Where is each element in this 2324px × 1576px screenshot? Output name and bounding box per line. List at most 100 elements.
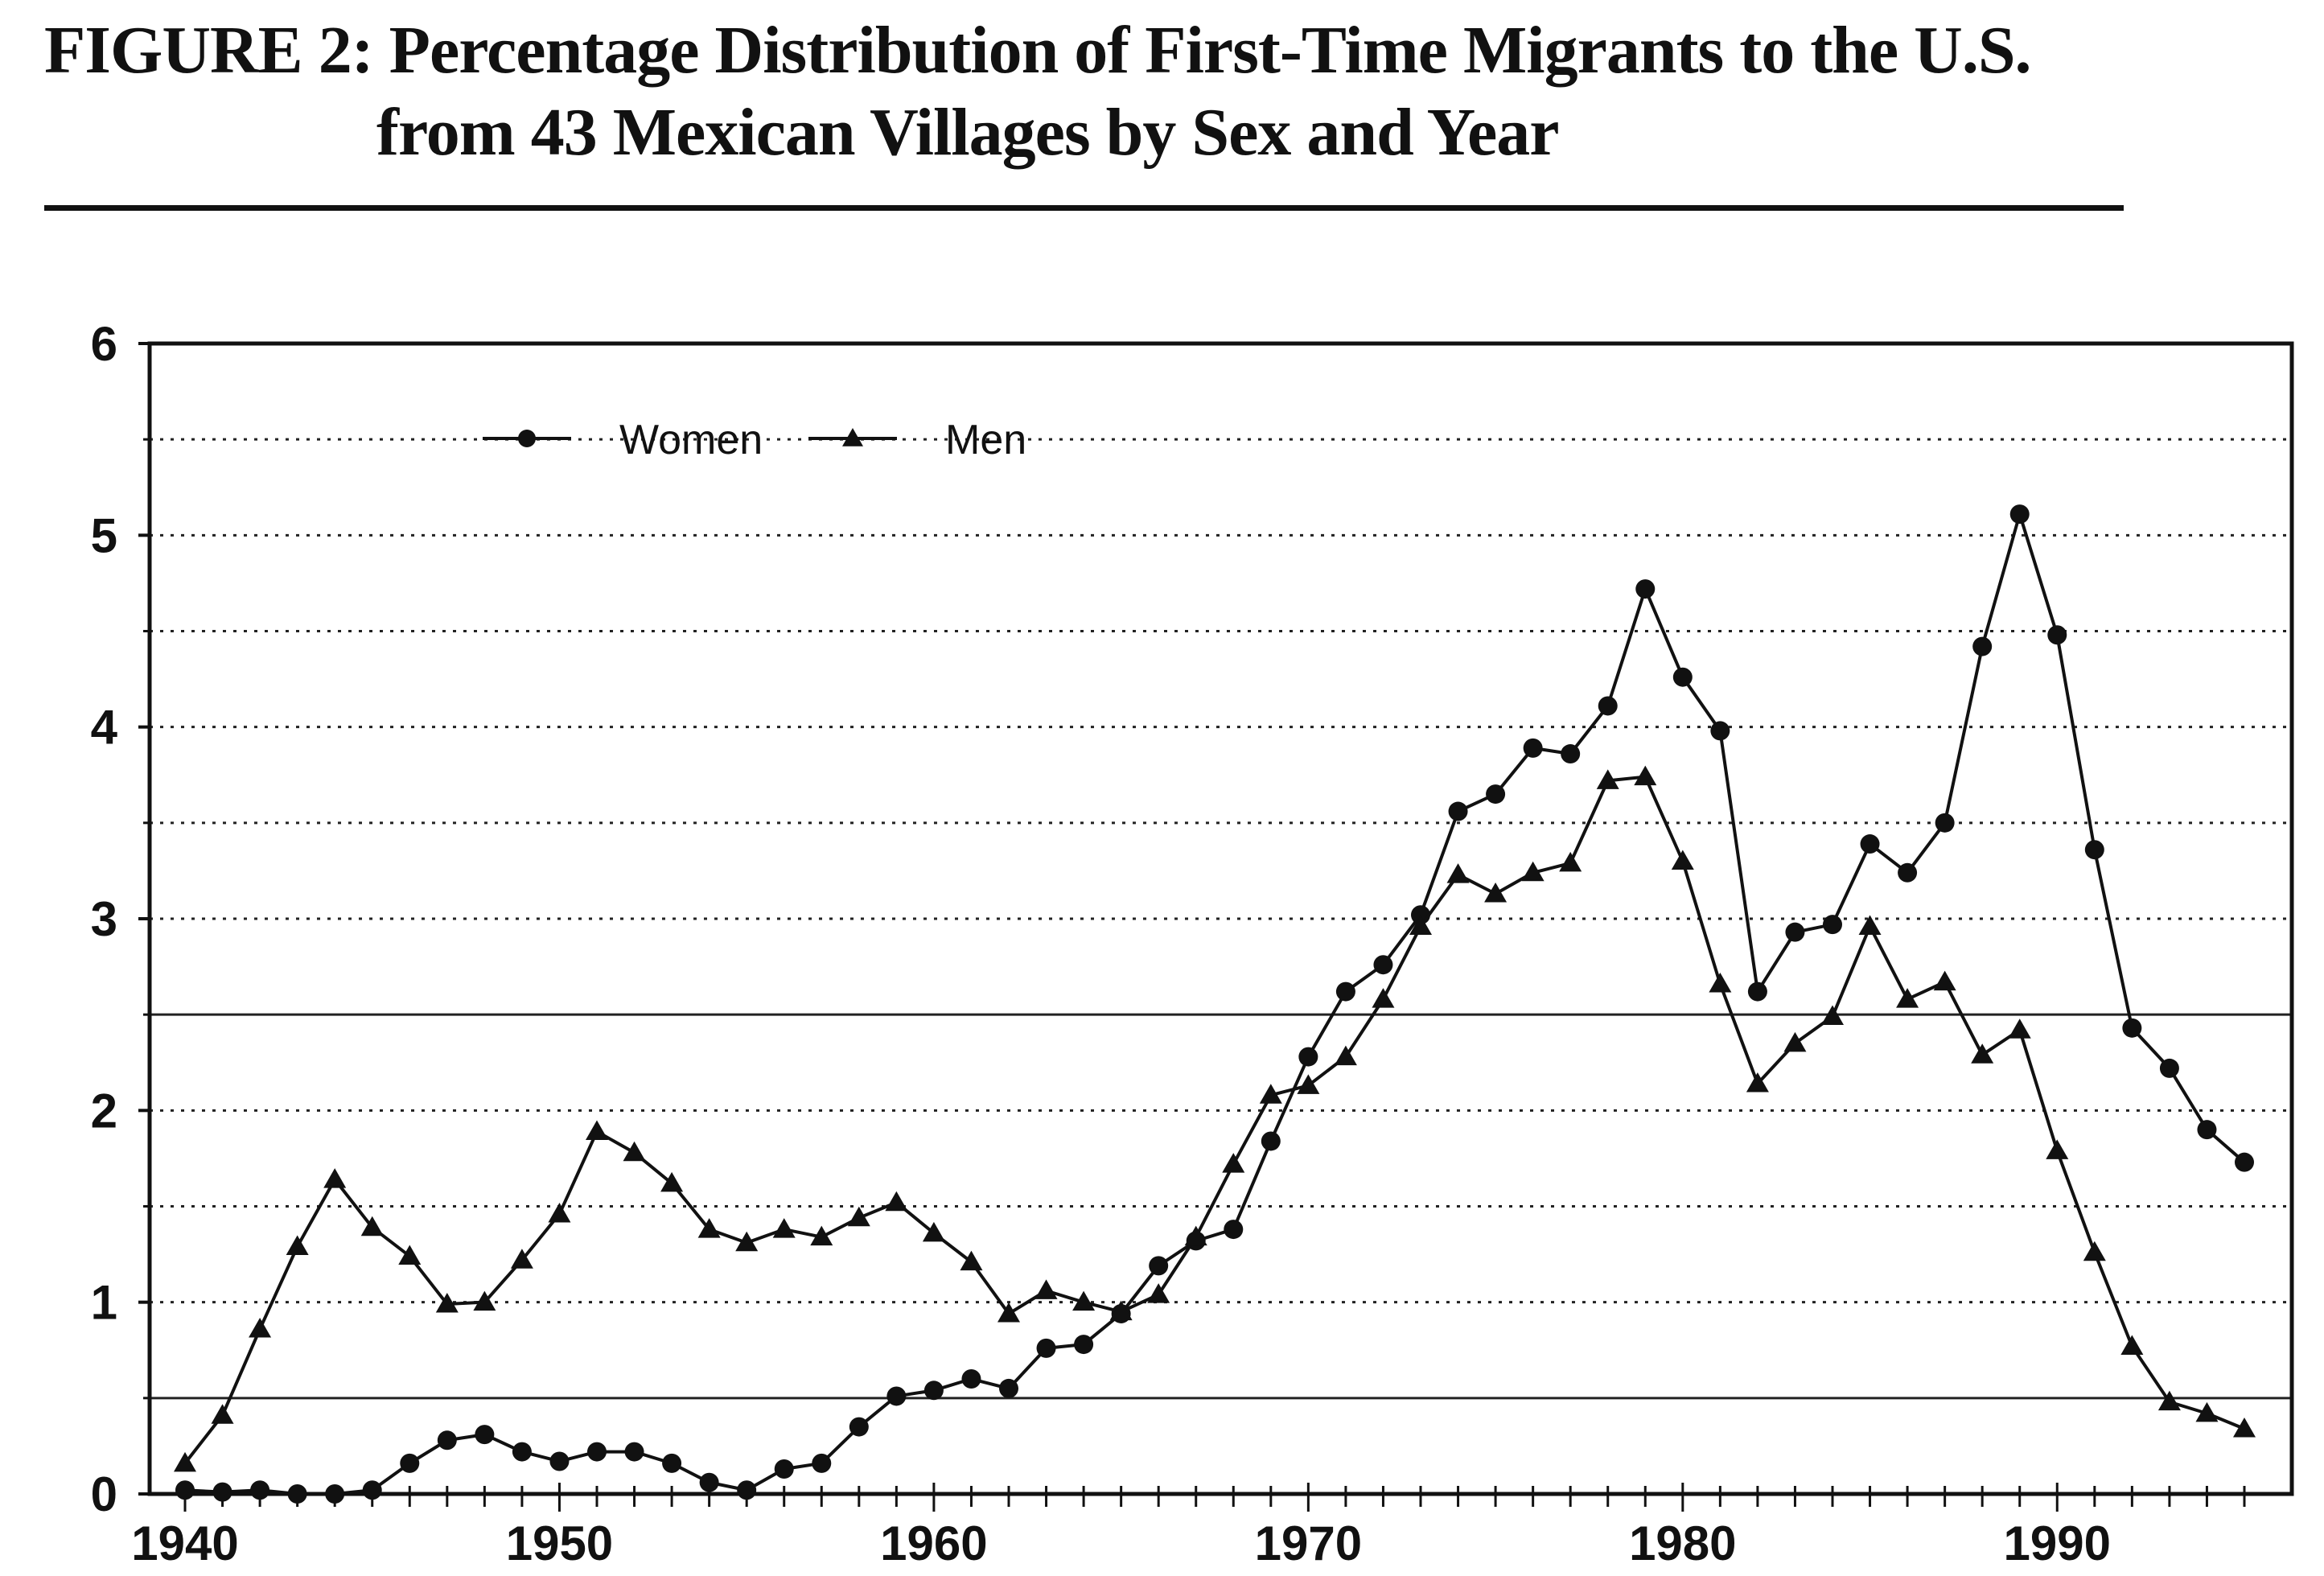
data-point-men <box>1184 1225 1207 1246</box>
data-point-men <box>2083 1241 2106 1261</box>
data-point-men <box>1596 769 1619 789</box>
data-point-women <box>1486 784 1506 804</box>
legend: Women Men <box>483 417 1026 463</box>
data-point-men <box>1933 970 1956 991</box>
data-point-men <box>697 1218 721 1238</box>
data-point-women <box>1373 955 1393 975</box>
data-point-men <box>1297 1074 1320 1094</box>
data-point-men <box>2233 1417 2256 1438</box>
data-point-women <box>774 1459 794 1479</box>
data-point-men <box>323 1168 347 1188</box>
data-point-women <box>400 1453 420 1473</box>
data-point-men <box>1372 988 1395 1008</box>
data-point-women <box>1785 922 1805 942</box>
data-point-men <box>810 1225 833 1246</box>
data-point-women <box>999 1378 1018 1398</box>
grid-lines <box>150 438 2292 1400</box>
data-point-men <box>1034 1279 1058 1299</box>
data-point-women <box>1598 696 1618 716</box>
y-tick-label: 0 <box>91 1467 117 1521</box>
data-point-women <box>1261 1131 1281 1151</box>
data-point-women <box>2009 504 2030 525</box>
data-point-men <box>997 1302 1020 1323</box>
data-point-women <box>1298 1047 1318 1067</box>
data-point-women <box>812 1453 832 1473</box>
data-point-men <box>1971 1043 1994 1064</box>
data-point-women <box>2235 1152 2254 1172</box>
y-tick-label: 6 <box>91 317 117 371</box>
series-line-men <box>183 775 2245 1465</box>
data-point-women <box>1972 636 1993 656</box>
data-point-women <box>1448 801 1468 821</box>
data-point-women <box>175 1480 195 1500</box>
data-point-women <box>923 1381 944 1401</box>
data-point-women <box>362 1480 382 1500</box>
chart-title: FIGURE 2: Percentage Distribution of Fir… <box>44 13 2032 88</box>
data-point-men <box>1559 851 1582 872</box>
data-point-women <box>961 1369 981 1389</box>
data-point-women <box>2047 625 2067 645</box>
data-point-men <box>2046 1139 2069 1159</box>
data-point-men <box>1709 973 1732 993</box>
data-point-men <box>1259 1084 1282 1104</box>
y-tick-label: 2 <box>91 1084 117 1138</box>
data-point-women <box>737 1480 757 1500</box>
data-point-women <box>250 1480 270 1500</box>
data-point-men <box>360 1216 384 1237</box>
data-point-men <box>398 1245 422 1265</box>
data-point-men <box>1821 1005 1844 1026</box>
data-point-women <box>624 1442 644 1462</box>
data-point-men <box>1896 988 1919 1008</box>
axes: 0 1 2 3 4 5 6 1940 1950 1960 1970 1980 1990 <box>91 317 2246 1570</box>
data-point-men <box>286 1235 309 1256</box>
x-tick-label: 1940 <box>131 1516 238 1570</box>
series-layer <box>174 504 2256 1504</box>
data-point-women <box>699 1472 719 1492</box>
data-point-men <box>1484 883 1508 903</box>
legend-label: Men <box>945 417 1026 463</box>
data-point-men <box>660 1171 684 1192</box>
data-point-women <box>549 1451 570 1471</box>
data-point-men <box>1521 861 1545 882</box>
y-tick-label: 5 <box>91 508 117 562</box>
data-point-women <box>1149 1256 1169 1276</box>
data-point-men <box>2120 1335 2144 1355</box>
data-point-men <box>1334 1045 1357 1066</box>
data-point-women <box>437 1430 457 1450</box>
data-point-men <box>960 1250 983 1271</box>
data-point-women <box>1224 1220 1244 1240</box>
data-point-men <box>1147 1283 1170 1303</box>
data-point-men <box>1671 850 1694 870</box>
data-point-men <box>847 1206 870 1227</box>
x-tick-label: 1990 <box>2004 1516 2111 1570</box>
data-point-women <box>1898 862 1918 883</box>
data-point-men <box>2195 1401 2219 1422</box>
data-point-women <box>475 1425 495 1445</box>
data-point-men <box>735 1231 759 1252</box>
data-point-women <box>1935 813 1955 833</box>
data-point-men <box>885 1191 908 1212</box>
data-point-men <box>1446 863 1470 883</box>
legend-marker <box>518 430 536 447</box>
title-rule <box>44 205 2124 211</box>
data-point-men <box>1858 915 1882 936</box>
data-point-women <box>1823 915 1842 935</box>
legend-item-men: Men <box>808 417 1026 463</box>
data-point-men <box>1409 915 1432 936</box>
data-point-men <box>772 1218 796 1238</box>
data-point-women <box>1672 667 1693 687</box>
data-point-women <box>1747 981 1767 1002</box>
data-point-women <box>1635 579 1656 599</box>
data-point-men <box>2157 1390 2181 1411</box>
data-point-women <box>662 1453 682 1473</box>
data-point-men <box>473 1290 496 1311</box>
data-point-women <box>1036 1338 1056 1358</box>
data-point-men <box>1072 1290 1096 1311</box>
series-men <box>174 765 2256 1472</box>
data-point-men <box>548 1203 571 1223</box>
series-line-women <box>184 512 2246 1496</box>
data-point-women <box>1335 981 1355 1002</box>
data-point-women <box>1561 744 1581 764</box>
data-point-men <box>435 1293 459 1313</box>
